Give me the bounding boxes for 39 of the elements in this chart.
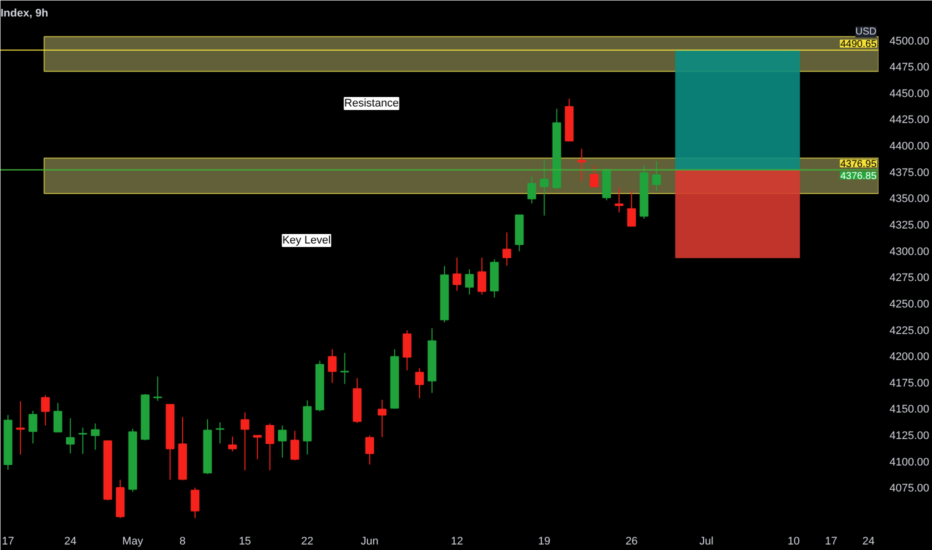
x-tick-label: 22 — [301, 536, 314, 548]
y-axis-title: USD — [855, 26, 877, 38]
y-tick-label: 4425.00 — [890, 114, 930, 126]
x-tick-label: 24 — [64, 536, 76, 548]
x-tick-label: 15 — [238, 536, 252, 548]
x-tick-label: 19 — [538, 536, 550, 548]
y-tick-label: 4375.00 — [890, 166, 930, 179]
ref-line-label: 4376.85 — [840, 170, 877, 182]
x-tick-label: 24 — [862, 536, 875, 548]
y-tick-label: 4175.00 — [890, 377, 930, 390]
x-tick-label: 17 — [824, 536, 838, 548]
y-tick-label: 4150.00 — [890, 404, 930, 416]
annotation: Resistance — [344, 98, 399, 110]
x-tick-label: May — [122, 536, 144, 548]
x-tick-label: 10 — [788, 536, 800, 548]
x-tick-label: Jul — [699, 536, 714, 548]
y-tick-label: 4325.00 — [890, 220, 930, 232]
y-tick-label: 4125.00 — [890, 430, 930, 442]
y-tick-label: 4475.00 — [890, 62, 930, 74]
y-tick-label: 4450.00 — [890, 88, 930, 100]
y-tick-label: 4225.00 — [890, 324, 930, 337]
chart-title: Index, 9h — [0, 8, 48, 20]
ref-line-label: 4490.65 — [840, 39, 877, 50]
x-tick-label: 26 — [625, 536, 638, 548]
y-tick-label: 4500.00 — [890, 35, 930, 48]
annotation: Key Level — [282, 234, 331, 246]
x-tick-label: 17 — [2, 536, 14, 548]
y-tick-label: 4350.00 — [890, 193, 930, 206]
y-tick-label: 4300.00 — [890, 246, 930, 258]
y-tick-label: 4250.00 — [890, 298, 930, 310]
y-tick-label: 4100.00 — [890, 456, 930, 468]
y-tick-label: 4200.00 — [890, 351, 930, 364]
y-tick-label: 4275.00 — [890, 272, 930, 284]
x-tick-label: 8 — [180, 536, 186, 548]
x-tick-label: Jun — [360, 536, 379, 548]
y-tick-label: 4400.00 — [890, 140, 930, 153]
y-tick-label: 4075.00 — [890, 482, 930, 495]
x-tick-label: 12 — [450, 536, 464, 548]
ref-line-label: 4376.95 — [840, 158, 877, 170]
